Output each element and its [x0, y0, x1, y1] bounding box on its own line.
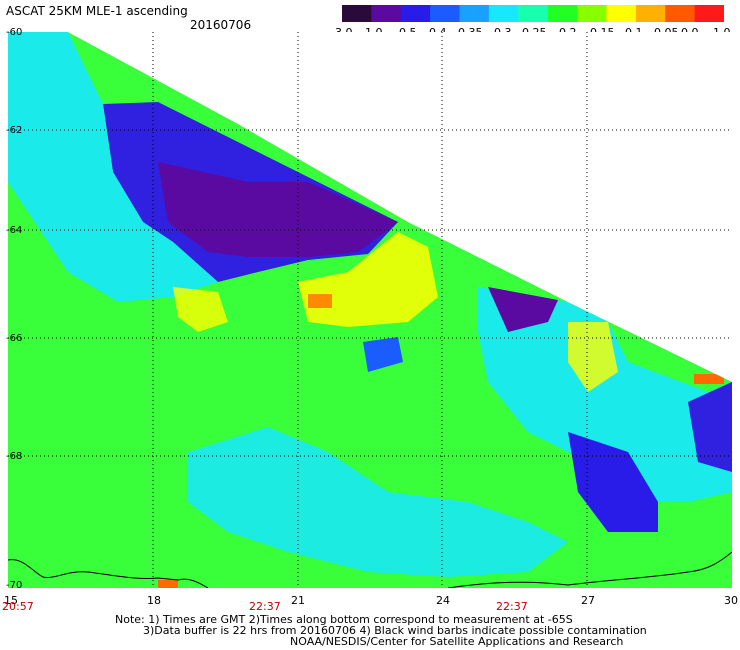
- product-date: 20160706: [190, 18, 252, 32]
- colorbar-swatch: [547, 5, 578, 22]
- lon-label: 27: [581, 594, 595, 607]
- lat-label: -64: [6, 225, 23, 236]
- swath-blue-small: [363, 337, 403, 372]
- colorbar-swatch: [606, 5, 637, 22]
- wind-map: [8, 32, 732, 588]
- swath-blue-right: [568, 432, 658, 532]
- colorbar-swatch: [430, 5, 461, 22]
- swath-orange-spot: [308, 294, 332, 308]
- coastline: [8, 551, 732, 588]
- lat-label: -66: [6, 333, 23, 344]
- swath-yellow-right: [568, 322, 618, 392]
- swath-orange-right: [694, 374, 724, 384]
- footnotes: Note: 1) Times are GMT 2)Times along bot…: [115, 614, 647, 647]
- swath-cyan-right: [478, 287, 732, 502]
- swath-yellow-center: [298, 232, 438, 327]
- lat-label: -70: [6, 580, 23, 591]
- time-label: 22:37: [249, 600, 281, 613]
- colorbar-swatch: [488, 5, 519, 22]
- lon-label: 24: [436, 594, 450, 607]
- note-line-1: Note: 1) Times are GMT 2)Times along bot…: [115, 613, 573, 626]
- colorbar-swatch: [577, 5, 607, 22]
- lon-label: 18: [147, 594, 161, 607]
- graticule: [8, 32, 732, 588]
- lat-label: -68: [6, 451, 23, 462]
- colorbar-swatch: [342, 5, 372, 22]
- no-data-wedge: [68, 32, 732, 382]
- note-line-2: 3)Data buffer is 22 hrs from 20160706 4)…: [143, 624, 647, 637]
- colorbar-swatch: [518, 5, 549, 22]
- swath-blue-mid: [488, 287, 558, 332]
- product-title: ASCAT 25KM MLE-1 ascending: [6, 4, 188, 18]
- lat-label: -62: [6, 125, 23, 136]
- lon-label: 15: [4, 594, 18, 607]
- colorbar-swatch: [665, 5, 696, 22]
- swath-blue-far-right: [688, 382, 732, 472]
- colorbar-swatch: [694, 5, 724, 22]
- colorbar-swatch: [400, 5, 431, 22]
- lon-label: 30: [724, 594, 738, 607]
- lat-label: -60: [6, 27, 23, 38]
- colorbar: [342, 5, 724, 22]
- note-line-3: NOAA/NESDIS/Center for Satellite Applica…: [290, 635, 624, 648]
- lon-label: 21: [291, 594, 305, 607]
- swath-orange-bottom: [158, 580, 178, 588]
- swath-cyan-bottom: [188, 427, 568, 577]
- colorbar-swatch: [635, 5, 666, 22]
- time-label: 22:37: [496, 600, 528, 613]
- swath-cyan-left: [8, 32, 218, 302]
- colorbar-swatch: [459, 5, 490, 22]
- colorbar-swatch: [371, 5, 402, 22]
- time-label: 20:57: [2, 600, 34, 613]
- swath-yellow-left: [173, 287, 228, 332]
- swath-darkest-region: [158, 162, 398, 257]
